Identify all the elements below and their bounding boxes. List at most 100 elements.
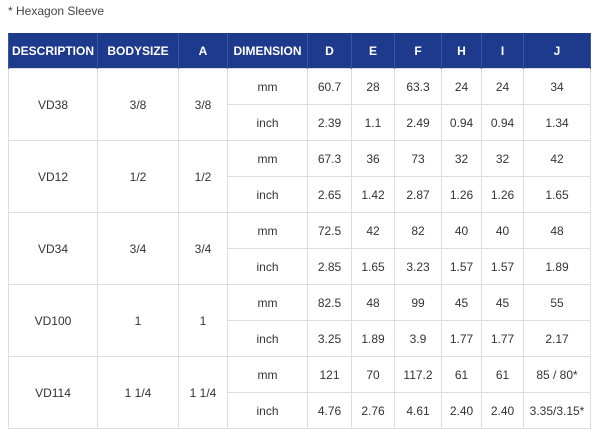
description-cell: VD34	[8, 212, 98, 285]
value-cell-d: 82.5	[307, 284, 352, 321]
a-cell: 1	[178, 284, 228, 357]
value-cell-i: 61	[481, 356, 524, 393]
unit-cell: inch	[227, 392, 308, 429]
value-cell-e: 2.76	[351, 392, 395, 429]
table-row: VD38 3/8 3/8 mm 60.7 28 63.3 24 24 34	[8, 68, 591, 141]
header-d: D	[307, 33, 352, 69]
unit-cell: inch	[227, 104, 308, 141]
a-cell: 1 1/4	[178, 356, 228, 429]
value-cell-f: 63.3	[394, 68, 442, 105]
header-e: E	[351, 33, 395, 69]
value-cell-h: 45	[441, 284, 482, 321]
unit-cell: mm	[227, 356, 308, 393]
value-cell-h: 40	[441, 212, 482, 249]
value-cell-f: 82	[394, 212, 442, 249]
value-cell-h: 0.94	[441, 104, 482, 141]
a-cell: 1/2	[178, 140, 228, 213]
value-cell-d: 60.7	[307, 68, 352, 105]
bodysize-cell: 3/4	[97, 212, 179, 285]
dimension-table: DESCRIPTION BODYSIZE A DIMENSION D E F H…	[8, 33, 591, 429]
value-cell-h: 24	[441, 68, 482, 105]
table-row: inch 4.76 2.76 4.61 2.40 2.40 3.35/3.15*	[9, 392, 591, 429]
table-row: inch 2.85 1.65 3.23 1.57 1.57 1.89	[9, 248, 591, 285]
value-cell-i: 45	[481, 284, 524, 321]
value-cell-j: 42	[523, 140, 591, 177]
unit-cell: mm	[227, 140, 308, 177]
value-cell-d: 4.76	[307, 392, 352, 429]
header-i: I	[481, 33, 524, 69]
unit-cell: inch	[227, 320, 308, 357]
unit-cell: mm	[227, 68, 308, 105]
value-cell-i: 1.57	[481, 248, 524, 285]
value-cell-i: 32	[481, 140, 524, 177]
value-cell-i: 0.94	[481, 104, 524, 141]
value-cell-h: 2.40	[441, 392, 482, 429]
header-row: DESCRIPTION BODYSIZE A DIMENSION D E F H…	[8, 33, 591, 69]
table-row: inch 2.65 1.42 2.87 1.26 1.26 1.65	[9, 176, 591, 213]
description-cell: VD100	[8, 284, 98, 357]
header-f: F	[394, 33, 442, 69]
unit-cell: mm	[227, 284, 308, 321]
value-cell-e: 42	[351, 212, 395, 249]
unit-cell: inch	[227, 176, 308, 213]
table-row: inch 2.39 1.1 2.49 0.94 0.94 1.34	[9, 104, 591, 141]
a-cell: 3/8	[178, 68, 228, 141]
description-cell: VD114	[8, 356, 98, 429]
header-h: H	[441, 33, 482, 69]
header-j: J	[523, 33, 591, 69]
description-cell: VD12	[8, 140, 98, 213]
value-cell-f: 2.49	[394, 104, 442, 141]
bodysize-cell: 1 1/4	[97, 356, 179, 429]
table-row: VD100 1 1 mm 82.5 48 99 45 45 55	[8, 284, 591, 357]
a-cell: 3/4	[178, 212, 228, 285]
value-cell-j: 48	[523, 212, 591, 249]
value-cell-j: 85 / 80*	[523, 356, 591, 393]
value-cell-i: 40	[481, 212, 524, 249]
value-cell-h: 61	[441, 356, 482, 393]
table-body: VD38 3/8 3/8 mm 60.7 28 63.3 24 24 34 inch 2.39 1.1 2…	[8, 68, 591, 429]
value-cell-d: 2.85	[307, 248, 352, 285]
value-cell-j: 1.89	[523, 248, 591, 285]
value-cell-h: 32	[441, 140, 482, 177]
value-cell-e: 1.1	[351, 104, 395, 141]
value-cell-i: 2.40	[481, 392, 524, 429]
value-cell-j: 1.65	[523, 176, 591, 213]
hexagon-sleeve-note: * Hexagon Sleeve	[8, 4, 105, 18]
unit-cell: mm	[227, 212, 308, 249]
header-a: A	[178, 33, 228, 69]
bodysize-cell: 1	[97, 284, 179, 357]
value-cell-d: 67.3	[307, 140, 352, 177]
value-cell-f: 117.2	[394, 356, 442, 393]
header-description: DESCRIPTION	[8, 33, 98, 69]
table-row: inch 3.25 1.89 3.9 1.77 1.77 2.17	[9, 320, 591, 357]
value-cell-j: 55	[523, 284, 591, 321]
value-cell-e: 36	[351, 140, 395, 177]
value-cell-f: 2.87	[394, 176, 442, 213]
value-cell-f: 3.23	[394, 248, 442, 285]
value-cell-i: 24	[481, 68, 524, 105]
value-cell-j: 34	[523, 68, 591, 105]
table-row: VD114 1 1/4 1 1/4 mm 121 70 117.2 61 61 85 / 80*	[8, 356, 591, 429]
value-cell-e: 48	[351, 284, 395, 321]
value-cell-j: 2.17	[523, 320, 591, 357]
value-cell-f: 99	[394, 284, 442, 321]
value-cell-e: 1.65	[351, 248, 395, 285]
description-cell: VD38	[8, 68, 98, 141]
value-cell-j: 3.35/3.15*	[523, 392, 591, 429]
value-cell-f: 4.61	[394, 392, 442, 429]
value-cell-d: 2.65	[307, 176, 352, 213]
value-cell-e: 1.89	[351, 320, 395, 357]
table-row: VD12 1/2 1/2 mm 67.3 36 73 32 32 42	[8, 140, 591, 213]
value-cell-f: 3.9	[394, 320, 442, 357]
header-dimension: DIMENSION	[227, 33, 308, 69]
value-cell-d: 72.5	[307, 212, 352, 249]
value-cell-h: 1.57	[441, 248, 482, 285]
value-cell-f: 73	[394, 140, 442, 177]
value-cell-h: 1.77	[441, 320, 482, 357]
value-cell-d: 2.39	[307, 104, 352, 141]
value-cell-e: 1.42	[351, 176, 395, 213]
bodysize-cell: 3/8	[97, 68, 179, 141]
table-row: VD34 3/4 3/4 mm 72.5 42 82 40 40 48	[8, 212, 591, 285]
unit-cell: inch	[227, 248, 308, 285]
value-cell-d: 3.25	[307, 320, 352, 357]
